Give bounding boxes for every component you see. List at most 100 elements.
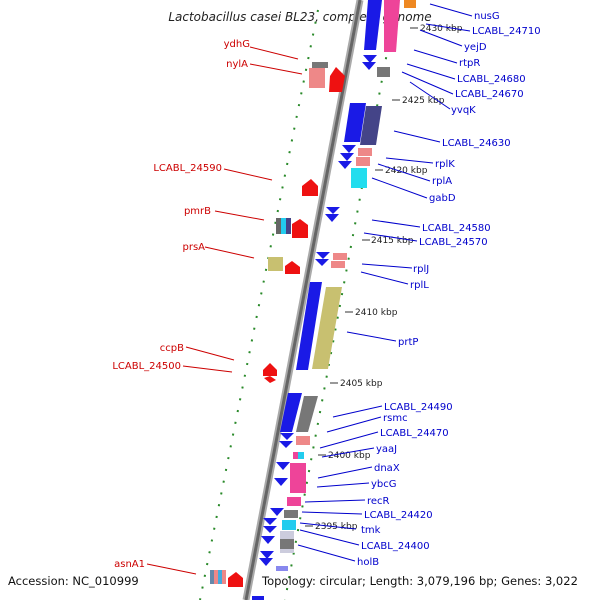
topology-text: Topology: circular; Length: 3,079,196 bp… [262,574,578,588]
kbp-label: 2425 kbp [402,96,445,106]
gene-arrow [292,219,308,238]
gene-arrow [362,62,376,70]
gene-label-nylA: nylA [226,59,248,70]
gene-arrow [325,214,339,222]
gene-features-reverse [210,62,345,587]
gene-block [280,539,294,549]
gene-features-forward [252,0,416,600]
gene-arrow [338,161,352,169]
gene-label-LCABL-24680: LCABL_24680 [457,74,526,85]
gene-arrow [315,259,329,266]
gene-label-ydhG: ydhG [224,39,250,50]
gene-label-rplL: rplL [410,280,429,291]
gene-label-prtP: prtP [398,337,418,348]
gene-label-gabD: gabD [429,193,456,204]
gene-arrow [340,153,354,161]
gene-label-prsA: prsA [182,242,205,253]
gene-label-yejD: yejD [464,42,487,53]
gene-label-LCABL-24420: LCABL_24420 [364,510,433,521]
gene-block [282,520,296,530]
gene-label-dnaX: dnaX [374,463,400,474]
gene-block [309,68,325,88]
gene-arrow [302,179,318,196]
gene-block [377,67,390,77]
gene-label-LCABL-24400: LCABL_24400 [361,541,430,552]
gene-label-asnA1: asnA1 [114,559,145,570]
gene-block [276,566,288,571]
gene-block [298,452,304,459]
gene-label-rplJ: rplJ [413,264,429,275]
gene-block [344,103,366,142]
gene-arrow [280,433,294,440]
gene-label-LCABL-24470: LCABL_24470 [380,428,449,439]
accession-text: Accession: NC_010999 [8,574,139,588]
ruler-dots [199,9,396,600]
kbp-ticks [305,27,418,527]
gene-label-LCABL-24590: LCABL_24590 [153,163,222,174]
gene-arrow [228,572,243,587]
gene-block [331,261,345,268]
gene-block [293,452,298,459]
gene-block [404,0,416,8]
gene-arrow [329,67,345,92]
leader-lines-left [146,46,303,575]
gene-block [358,148,372,156]
gene-label-rplA: rplA [432,176,452,187]
gene-arrow [276,462,290,470]
kbp-label: 2430 kbp [420,24,463,34]
genome-backbone [242,0,364,600]
kbp-label: 2400 kbp [328,451,371,461]
gene-label-recR: recR [367,496,390,507]
gene-block [296,436,310,445]
gene-label-LCABL-24670: LCABL_24670 [455,89,524,100]
gene-arrow [261,536,275,544]
gene-block [296,282,322,370]
gene-block [384,0,400,52]
gene-arrow [326,207,340,214]
gene-block [284,510,298,518]
gene-label-yaaJ: yaaJ [376,444,397,455]
gene-arrow [274,478,288,486]
gene-arrow [260,551,274,559]
gene-label-tmk: tmk [361,525,381,536]
gene-block [218,570,222,584]
gene-block [214,570,218,584]
gene-label-pmrB: pmrB [184,206,211,217]
gene-arrow [263,518,277,525]
gene-arrow [263,526,277,533]
gene-block [252,596,264,600]
gene-block [312,287,342,369]
gene-label-LCABL-24630: LCABL_24630 [442,138,511,149]
gene-label-LCABL-24580: LCABL_24580 [422,223,491,234]
gene-label-ybcG: ybcG [371,479,397,490]
gene-arrow [363,55,377,63]
kbp-label: 2420 kbp [385,166,428,176]
gene-arrow [263,363,277,376]
gene-block [276,218,281,234]
gene-label-rsmc: rsmc [383,413,408,424]
gene-arrow [279,441,293,448]
gene-block [222,570,226,584]
gene-arrow [285,261,300,274]
gene-block [286,218,291,234]
gene-block [364,0,382,50]
gene-label-rplK: rplK [435,159,455,170]
leader-lines-right [297,3,473,562]
gene-label-rtpR: rtpR [459,58,480,69]
gene-arrow [259,558,273,566]
gene-block [312,62,328,68]
kbp-label: 2405 kbp [340,379,383,389]
gene-label-nusG: nusG [474,11,500,22]
gene-block [351,168,367,188]
gene-block [356,157,370,166]
gene-block [296,396,318,432]
gene-label-LCABL-24490: LCABL_24490 [384,402,453,413]
gene-arrow [270,508,284,516]
gene-block [333,253,347,260]
gene-arrow [316,252,330,259]
gene-label-LCABL-24500: LCABL_24500 [112,361,181,372]
gene-arrow [264,376,276,383]
kbp-label: 2410 kbp [355,308,398,318]
map-title: Lactobacillus casei BL23, complete genom… [168,10,432,24]
